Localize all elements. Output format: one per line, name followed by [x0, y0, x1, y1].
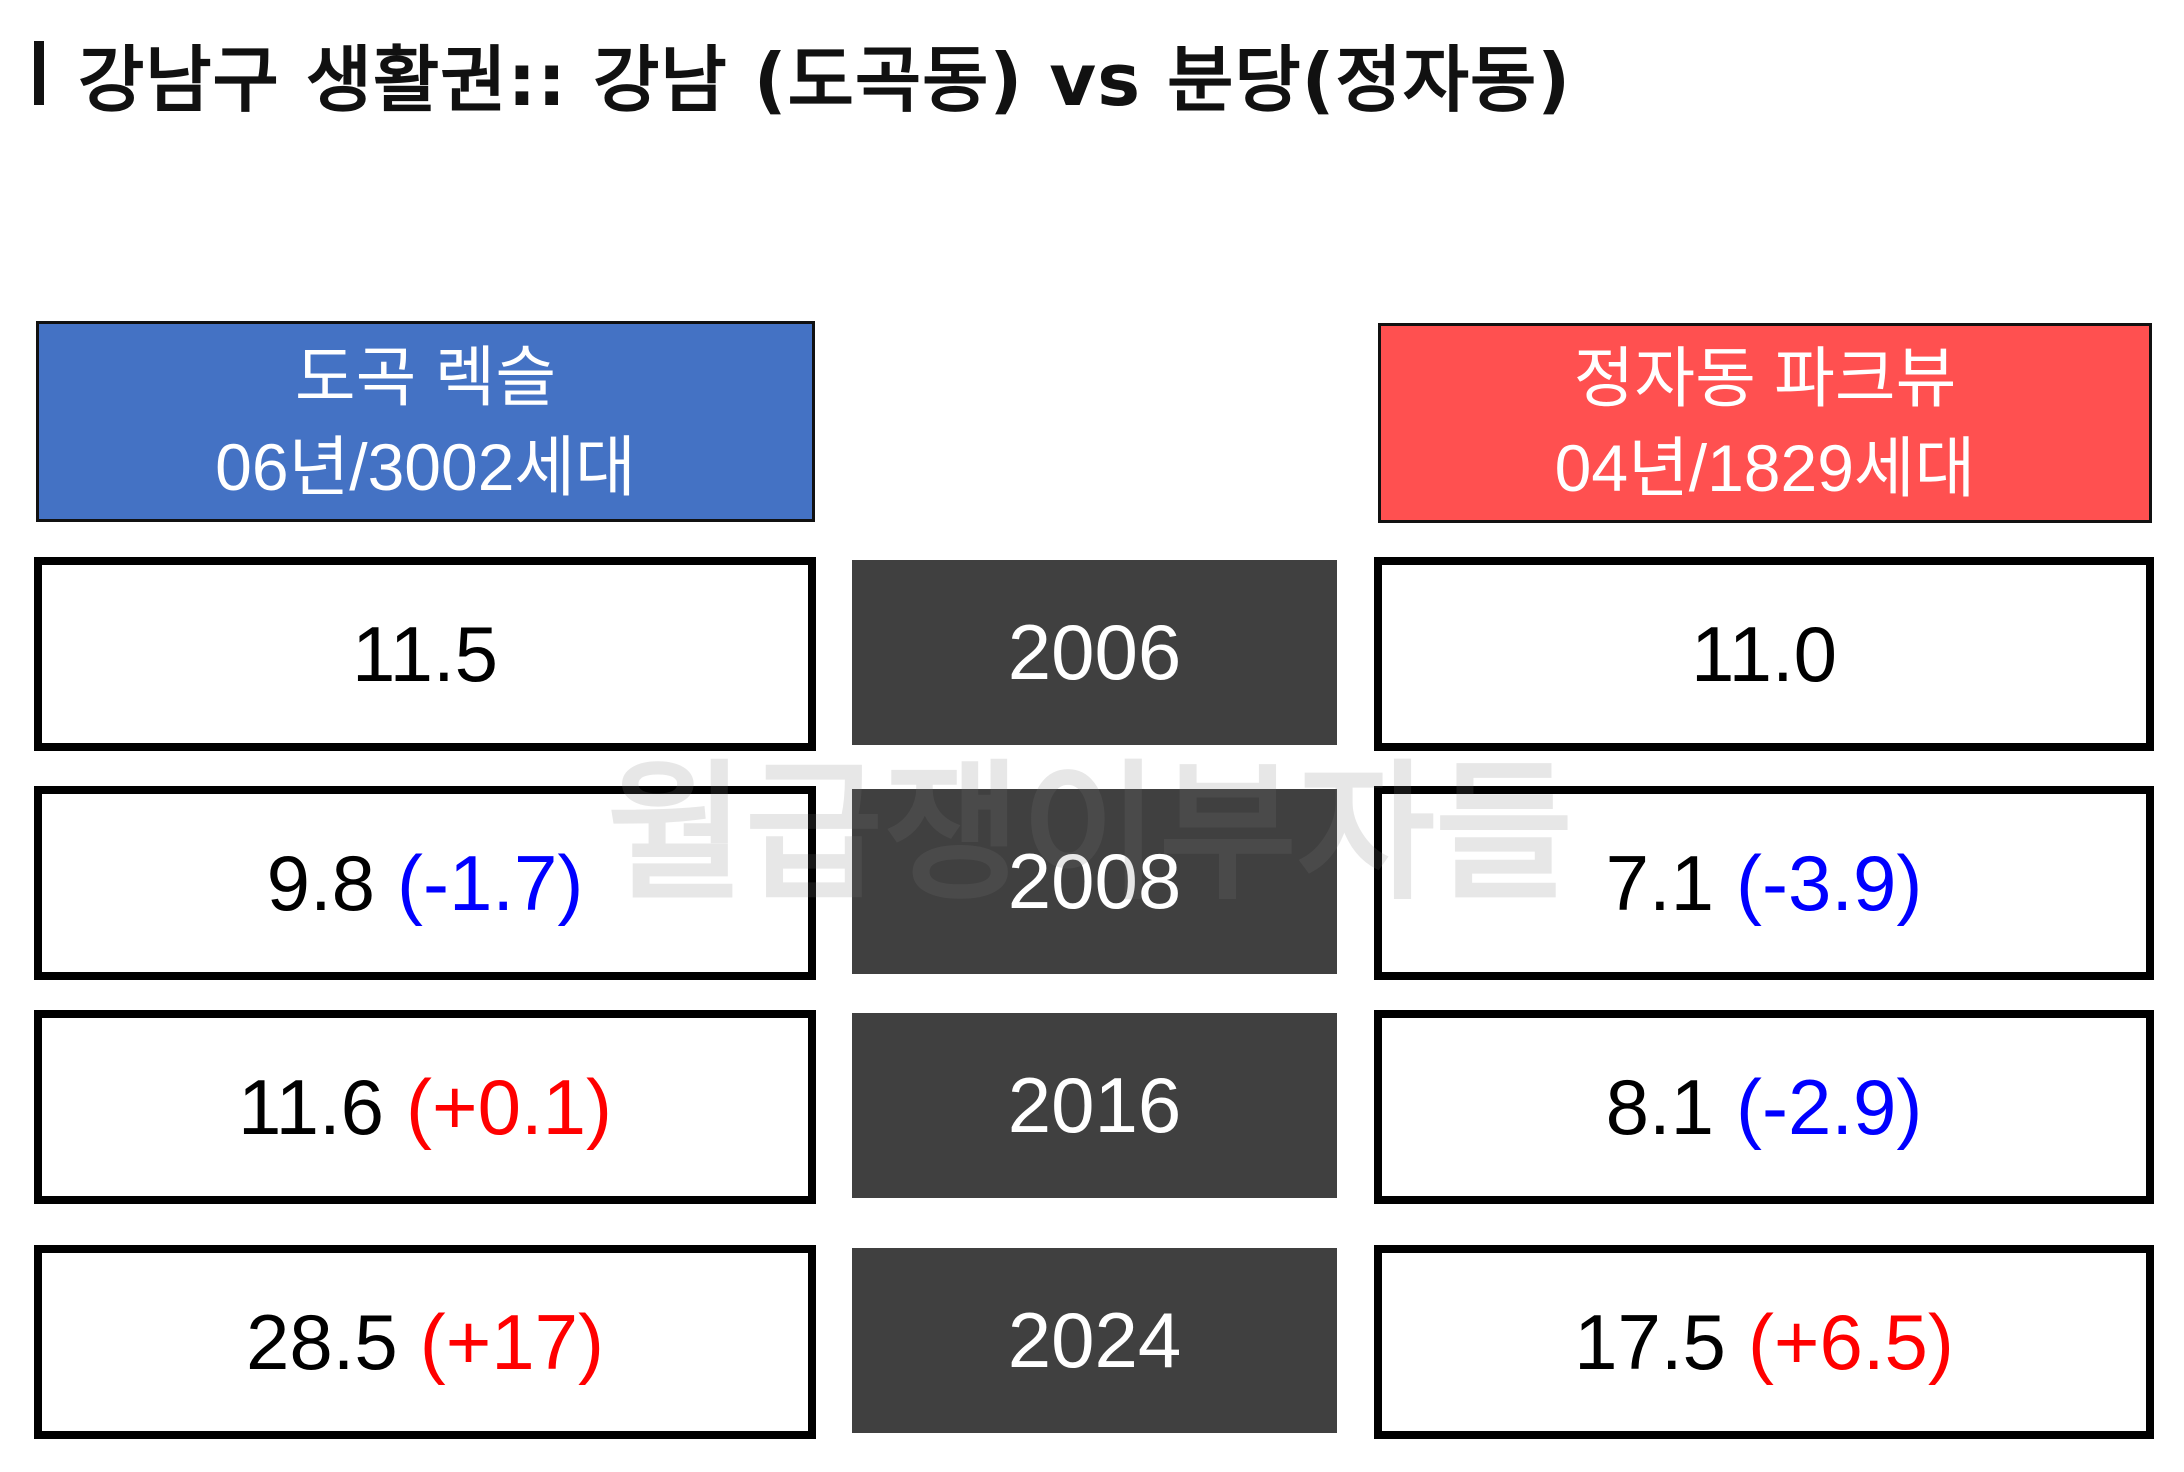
left-apartment-header: 도곡 렉슬 06년/3002세대	[36, 321, 815, 522]
left-price-cell: 11.6 (+0.1)	[34, 1010, 816, 1204]
right-price-change: (-3.9)	[1736, 838, 1923, 927]
left-price-value: 11.6	[238, 1062, 385, 1151]
left-apartment-info: 06년/3002세대	[215, 429, 636, 504]
left-price-cell: 28.5 (+17)	[34, 1245, 816, 1439]
right-apartment-name: 정자동 파크뷰	[1573, 341, 1957, 415]
year-label-cell: 2006	[852, 560, 1337, 745]
year-label: 2024	[1007, 1296, 1182, 1384]
year-label-cell: 2024	[852, 1248, 1337, 1433]
right-price-cell: 8.1 (-2.9)	[1374, 1010, 2154, 1204]
left-apartment-name: 도곡 렉슬	[294, 339, 557, 414]
right-price-cell: 17.5 (+6.5)	[1374, 1245, 2154, 1439]
year-label-cell: 2016	[852, 1013, 1337, 1198]
right-price-value: 8.1	[1605, 1062, 1715, 1151]
right-price-change: (+6.5)	[1747, 1297, 1954, 1386]
year-label-cell: 2008	[852, 789, 1337, 974]
left-price-cell: 11.5	[34, 557, 816, 751]
page-title: 강남구 생활권:: 강남 (도곡동) vs 분당(정자동)	[78, 37, 1572, 122]
right-price-cell: 11.0	[1374, 557, 2154, 751]
year-label: 2016	[1007, 1061, 1182, 1149]
title-row: 강남구 생활권:: 강남 (도곡동) vs 분당(정자동)	[34, 18, 1571, 128]
right-price-value: 17.5	[1574, 1297, 1726, 1386]
right-apartment-info: 04년/1829세대	[1554, 431, 1976, 505]
left-price-value: 9.8	[266, 838, 376, 927]
left-price-change: (+17)	[419, 1297, 605, 1386]
year-label: 2006	[1007, 608, 1182, 696]
year-label: 2008	[1007, 837, 1182, 925]
right-price-change: (-2.9)	[1736, 1062, 1923, 1151]
right-price-value: 7.1	[1605, 838, 1715, 927]
left-price-value: 28.5	[245, 1297, 398, 1386]
right-price-value: 11.0	[1690, 609, 1838, 698]
left-price-cell: 9.8 (-1.7)	[34, 786, 816, 980]
left-price-change: (-1.7)	[397, 838, 584, 927]
left-price-value: 11.5	[351, 609, 499, 698]
right-apartment-header: 정자동 파크뷰 04년/1829세대	[1378, 323, 2152, 523]
right-price-cell: 7.1 (-3.9)	[1374, 786, 2154, 980]
left-price-change: (+0.1)	[406, 1062, 612, 1151]
title-accent-bar	[34, 41, 44, 105]
